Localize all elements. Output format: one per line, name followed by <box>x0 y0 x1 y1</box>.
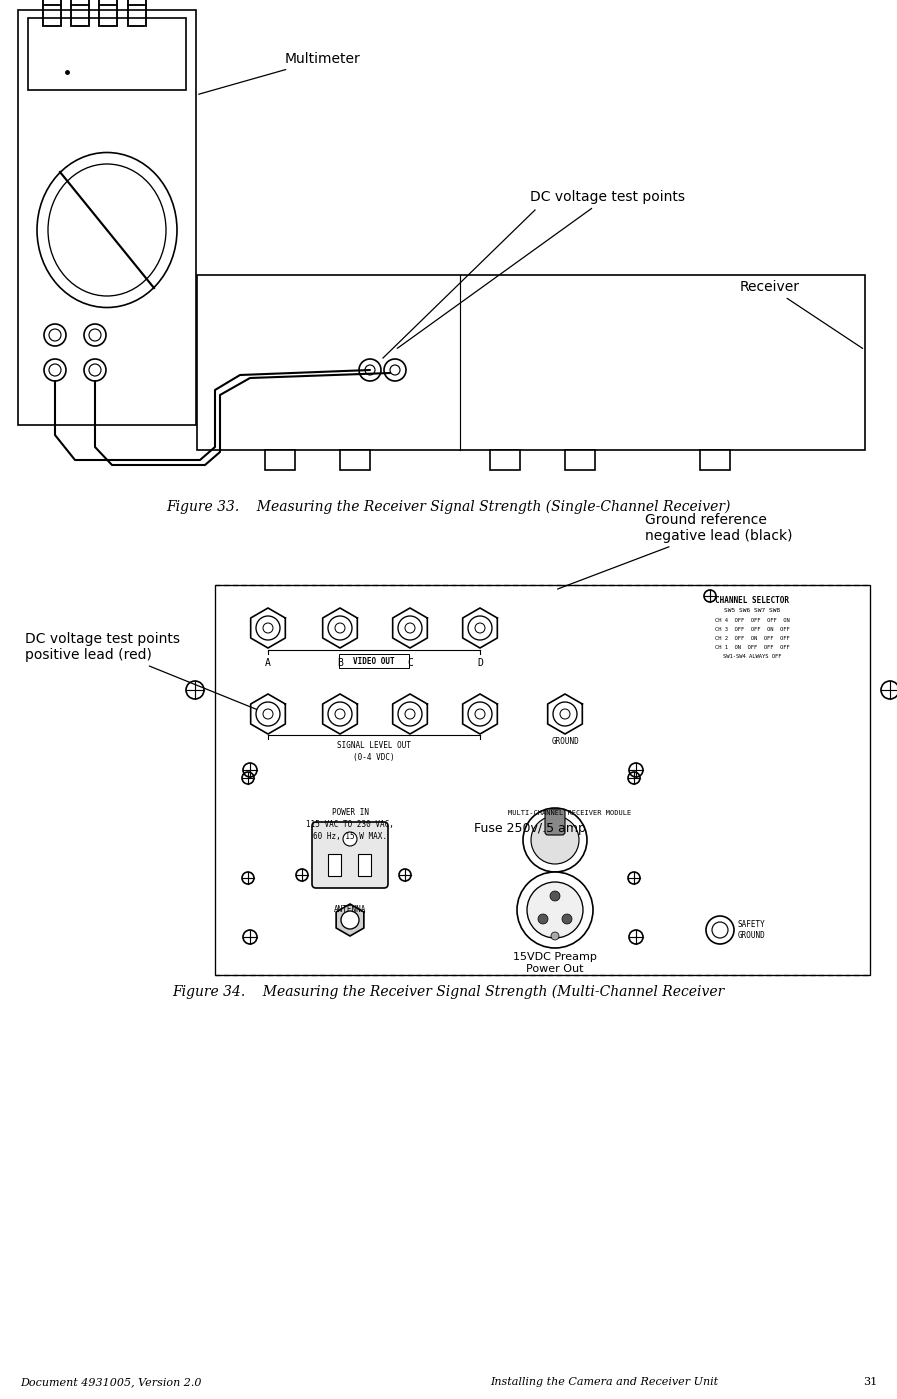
Bar <box>700 450 730 470</box>
Circle shape <box>405 709 415 719</box>
Circle shape <box>390 365 400 375</box>
Circle shape <box>712 922 728 937</box>
Polygon shape <box>336 904 364 936</box>
Bar <box>490 450 520 470</box>
Text: CHANNEL SELECTOR: CHANNEL SELECTOR <box>715 596 789 604</box>
Text: SAFETY
GROUND: SAFETY GROUND <box>738 921 766 940</box>
Circle shape <box>256 616 280 639</box>
Circle shape <box>341 911 359 929</box>
Circle shape <box>560 709 570 719</box>
Circle shape <box>89 364 101 376</box>
Bar <box>328 853 341 876</box>
Circle shape <box>475 623 485 632</box>
Polygon shape <box>393 694 427 734</box>
Text: 31: 31 <box>863 1377 877 1386</box>
Bar <box>18 10 196 425</box>
Circle shape <box>706 916 734 944</box>
Bar <box>265 450 295 470</box>
Bar <box>215 585 870 975</box>
Text: CH 4  OFF  OFF  OFF  ON: CH 4 OFF OFF OFF ON <box>715 618 789 623</box>
Text: ANTENNA: ANTENNA <box>334 905 366 914</box>
Circle shape <box>335 623 345 632</box>
Circle shape <box>49 329 61 341</box>
Text: C: C <box>407 658 413 667</box>
Text: D: D <box>477 658 483 667</box>
Text: Document 4931005, Version 2.0: Document 4931005, Version 2.0 <box>20 1377 202 1386</box>
Polygon shape <box>393 609 427 648</box>
Circle shape <box>256 702 280 726</box>
Circle shape <box>468 702 492 726</box>
Circle shape <box>89 329 101 341</box>
Polygon shape <box>548 694 582 734</box>
Circle shape <box>343 832 357 846</box>
Text: SIGNAL LEVEL OUT
(0-4 VDC): SIGNAL LEVEL OUT (0-4 VDC) <box>337 741 411 762</box>
Bar <box>28 18 186 90</box>
Text: 15VDC Preamp
Power Out: 15VDC Preamp Power Out <box>513 951 597 974</box>
Bar <box>565 450 595 470</box>
Bar <box>358 853 371 876</box>
FancyBboxPatch shape <box>545 809 565 835</box>
Text: CH 2  OFF  ON  OFF  OFF: CH 2 OFF ON OFF OFF <box>715 637 789 641</box>
Circle shape <box>384 360 406 381</box>
Circle shape <box>44 325 66 346</box>
Text: DC voltage test points
positive lead (red): DC voltage test points positive lead (re… <box>25 632 266 713</box>
Circle shape <box>553 702 577 726</box>
Circle shape <box>84 325 106 346</box>
Text: CH 1  ON  OFF  OFF  OFF: CH 1 ON OFF OFF OFF <box>715 645 789 651</box>
Ellipse shape <box>37 152 177 308</box>
Circle shape <box>84 360 106 381</box>
Circle shape <box>44 360 66 381</box>
Circle shape <box>562 914 572 923</box>
Ellipse shape <box>48 164 166 297</box>
Text: Receiver: Receiver <box>740 280 863 348</box>
Text: Figure 34.    Measuring the Receiver Signal Strength (Multi-Channel Receiver: Figure 34. Measuring the Receiver Signal… <box>172 985 724 999</box>
Text: Multimeter: Multimeter <box>198 52 361 94</box>
Circle shape <box>365 365 375 375</box>
Circle shape <box>405 623 415 632</box>
Circle shape <box>328 702 352 726</box>
Polygon shape <box>463 694 497 734</box>
Circle shape <box>328 616 352 639</box>
Circle shape <box>263 709 273 719</box>
Text: Installing the Camera and Receiver Unit: Installing the Camera and Receiver Unit <box>490 1377 718 1386</box>
Polygon shape <box>323 609 357 648</box>
Text: POWER IN
115 VAC TO 230 VAC,
60 Hz, 15 W MAX.: POWER IN 115 VAC TO 230 VAC, 60 Hz, 15 W… <box>306 809 394 841</box>
Text: A: A <box>265 658 271 667</box>
Circle shape <box>398 702 422 726</box>
Text: CH 3  OFF  OFF  ON  OFF: CH 3 OFF OFF ON OFF <box>715 627 789 632</box>
Circle shape <box>523 809 587 872</box>
Circle shape <box>335 709 345 719</box>
Text: VIDEO OUT: VIDEO OUT <box>353 656 395 666</box>
Polygon shape <box>463 609 497 648</box>
Bar <box>197 276 865 450</box>
Polygon shape <box>323 694 357 734</box>
Text: SW1-SW4 ALWAYS OFF: SW1-SW4 ALWAYS OFF <box>723 653 781 659</box>
Circle shape <box>475 709 485 719</box>
Text: GROUND: GROUND <box>551 737 579 746</box>
Text: Fuse 250v/.5 amp: Fuse 250v/.5 amp <box>474 823 586 835</box>
Circle shape <box>538 914 548 923</box>
Circle shape <box>49 364 61 376</box>
Circle shape <box>359 360 381 381</box>
Text: Figure 33.    Measuring the Receiver Signal Strength (Single-Channel Receiver): Figure 33. Measuring the Receiver Signal… <box>166 499 730 515</box>
Polygon shape <box>250 694 285 734</box>
Text: DC voltage test points: DC voltage test points <box>397 190 685 348</box>
Circle shape <box>550 891 560 901</box>
Circle shape <box>468 616 492 639</box>
Text: SW5 SW6 SW7 SW8: SW5 SW6 SW7 SW8 <box>724 609 780 613</box>
Circle shape <box>398 616 422 639</box>
Bar <box>339 653 409 667</box>
Text: MULTI-CHANNEL RECEIVER MODULE: MULTI-CHANNEL RECEIVER MODULE <box>509 810 631 816</box>
Circle shape <box>531 816 579 865</box>
Text: Ground reference
negative lead (black): Ground reference negative lead (black) <box>558 513 793 589</box>
Circle shape <box>263 623 273 632</box>
Text: B: B <box>337 658 343 667</box>
Polygon shape <box>250 609 285 648</box>
Circle shape <box>517 872 593 949</box>
Bar <box>340 450 370 470</box>
Circle shape <box>551 932 559 940</box>
Circle shape <box>527 881 583 937</box>
FancyBboxPatch shape <box>312 823 388 888</box>
